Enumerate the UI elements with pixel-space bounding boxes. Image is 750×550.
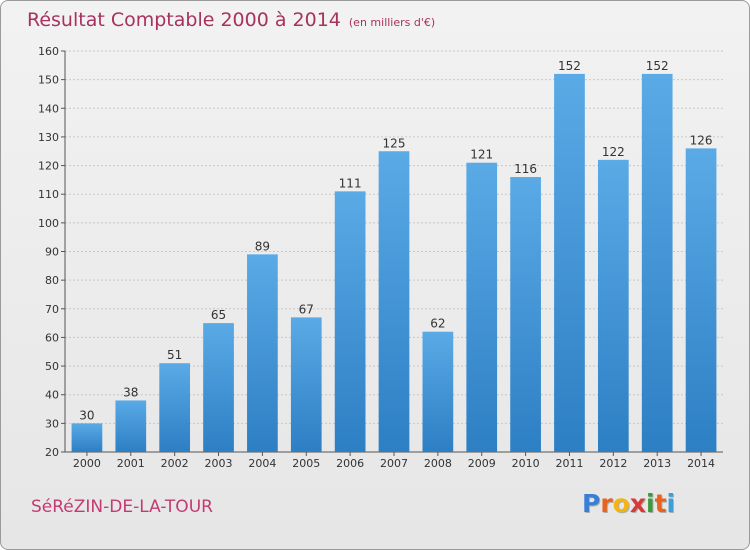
bar-2005 [290,317,322,452]
data-label-2004: 89 [255,239,270,253]
bar-2013 [641,73,673,453]
data-label-2003: 65 [211,308,226,322]
y-tick-label: 40 [45,389,59,402]
x-tick-label-2008: 2008 [424,457,452,470]
x-tick-label-2001: 2001 [117,457,145,470]
x-tick-label-2014: 2014 [687,457,715,470]
bar-2008 [422,331,454,452]
x-tick-label-2011: 2011 [555,457,583,470]
y-tick-label: 160 [38,45,59,58]
y-tick-label: 60 [45,331,59,344]
y-tick-label: 130 [38,131,59,144]
bar-2003 [203,323,234,452]
x-tick-label-2012: 2012 [599,457,627,470]
y-tick-label: 140 [38,102,59,115]
bar-2014 [685,148,717,452]
logo-letter: P [582,489,601,518]
x-tick-label-2013: 2013 [643,457,671,470]
logo-letter: x [629,489,646,518]
bar-2004 [247,254,278,452]
y-tick-labels: 20 30 40 50 60 70 80 90 100 110 120 130 140 150 160 [38,45,65,459]
bar-2006 [334,191,366,452]
logo-letter: t [654,489,667,518]
y-tick-label: 100 [38,217,59,230]
logo-letter: i [666,489,676,518]
logo-letter: r [600,489,613,518]
data-label-2012: 122 [602,145,625,159]
data-label-2000: 30 [79,408,94,422]
bar-2000 [71,423,103,452]
x-tick-label-2005: 2005 [292,457,320,470]
bar-2001 [115,400,147,452]
commune-name: SéRéZIN-DE-LA-TOUR [31,497,213,517]
data-label-2001: 38 [123,385,138,399]
bar-2002 [159,363,191,452]
bar-2007 [378,151,410,452]
y-tick-label: 20 [45,446,59,459]
data-label-2010: 116 [514,162,537,176]
bar-2012 [597,159,629,453]
bar-2011 [554,73,585,453]
logo-letter: o [612,489,630,518]
chart-title: Résultat Comptable 2000 à 2014 (en millie… [27,9,435,31]
y-tick-label: 70 [45,303,59,316]
x-tick-label-2009: 2009 [468,457,496,470]
x-tick-label-2000: 2000 [73,457,101,470]
data-label-2011: 152 [558,59,581,73]
logo-letter: i [646,489,655,518]
y-tick-label: 120 [38,160,59,173]
data-label-2005: 67 [299,302,314,316]
data-label-2007: 125 [383,136,406,150]
y-tick-label: 50 [45,360,59,373]
proxiti-logo: Proxiti [582,489,675,518]
y-tick-label: 110 [38,188,59,201]
y-tick-label: 150 [38,74,59,87]
x-tick-label-2007: 2007 [380,457,408,470]
y-tick-label: 30 [45,417,59,430]
data-label-2006: 111 [339,176,362,190]
data-label-2002: 51 [167,348,182,362]
data-label-2014: 126 [690,133,713,147]
x-tick-label-2006: 2006 [336,457,364,470]
data-labels: 30 38 51 65 89 67 111 125 62 121 116 152 122 152 126 [79,59,712,422]
bar-2010 [510,177,541,452]
chart-subtitle: (en milliers d'€) [348,16,436,29]
chart-title-text: Résultat Comptable 2000 à 2014 [27,9,341,31]
bar-2009 [466,162,498,452]
x-tick-label-2004: 2004 [248,457,276,470]
bars [71,73,717,453]
x-tick-labels: 2000 2001 2002 2003 2004 2005 2006 2007 2008 2009… [73,452,715,470]
y-tick-label: 90 [45,246,59,259]
x-tick-label-2010: 2010 [512,457,540,470]
data-label-2013: 152 [646,59,669,73]
x-tick-label-2002: 2002 [161,457,189,470]
x-tick-label-2003: 2003 [205,457,233,470]
data-label-2008: 62 [430,317,445,331]
y-tick-label: 80 [45,274,59,287]
data-label-2009: 121 [470,148,493,162]
